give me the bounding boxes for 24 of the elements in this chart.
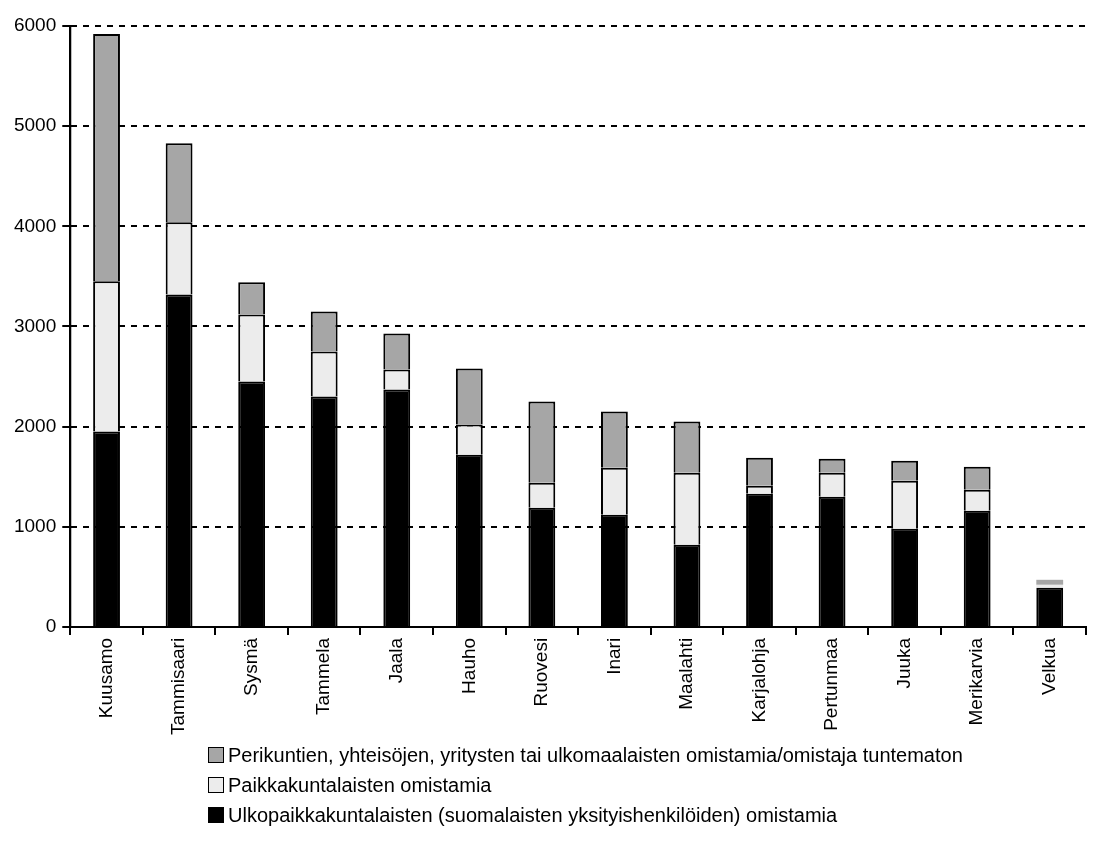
x-tick-label: Kuusamo (94, 637, 116, 719)
x-tick-label: Sysmä (239, 637, 261, 696)
y-tick-label: 5000 (13, 114, 57, 136)
x-tick-label: Pertunmaa (820, 637, 842, 731)
x-tick-label: Jaala (384, 637, 406, 684)
x-tick-label: Maalahti (675, 637, 697, 710)
x-tick-label: Hauho (457, 637, 479, 694)
legend-label: Ulkopaikkakuntalaisten (suomalaisten yksityishenkilöiden) omistamia (228, 803, 838, 828)
y-tick-label: 4000 (13, 214, 57, 236)
x-tick-label: Tammela (312, 637, 334, 715)
y-tick-label: 0 (45, 615, 57, 637)
x-tick-label: Velkua (1037, 637, 1059, 695)
y-tick-label: 1000 (13, 514, 57, 536)
x-tick-label: Juuka (892, 637, 914, 689)
y-tick-label: 6000 (13, 14, 57, 36)
x-tick-label: Ruovesi (530, 637, 552, 707)
x-tick-label: Tammisaari (167, 637, 189, 735)
x-tick-label: Inari (602, 637, 624, 675)
x-tick-label: Merikarvia (965, 637, 987, 726)
legend-label: Perikuntien, yhteisöjen, yritysten tai ulkomaalaisten omistamia/omistaja tuntematon (228, 743, 963, 768)
y-tick-label: 3000 (13, 314, 57, 336)
y-tick-label: 2000 (13, 414, 57, 436)
x-tick-label: Karjalohja (747, 637, 769, 723)
legend-label: Paikkakuntalaisten omistamia (228, 773, 492, 798)
